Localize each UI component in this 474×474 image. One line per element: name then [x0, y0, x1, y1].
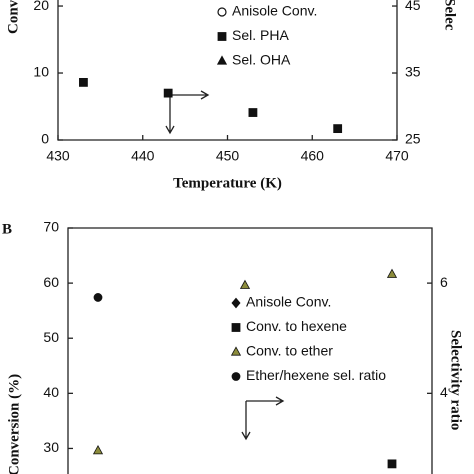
y2-tick-label: 35	[405, 64, 421, 80]
legend-label: Sel. OHA	[232, 52, 291, 68]
legend-marker	[216, 55, 228, 65]
legend-label: Conv. to ether	[246, 343, 333, 359]
data-point	[93, 293, 103, 302]
arrow-b	[241, 396, 285, 441]
y-axis-title: Conve	[5, 0, 21, 34]
y-tick-label: 70	[43, 219, 59, 235]
legend-label: Anisole Conv.	[232, 3, 317, 19]
data-point	[333, 124, 343, 134]
panel-label: B	[2, 221, 12, 237]
x-tick-label: 440	[131, 148, 155, 164]
legend-marker	[231, 372, 241, 381]
y-tick-label: 50	[43, 329, 59, 345]
data-point	[92, 445, 104, 455]
data-point	[387, 459, 397, 469]
y2-tick-label: 25	[405, 131, 421, 147]
x-tick-label: 430	[46, 148, 70, 164]
axes-frame	[57, 0, 398, 141]
legend-marker	[231, 297, 241, 309]
legend-marker	[230, 346, 242, 356]
y-tick-label: 0	[41, 131, 49, 147]
y-tick-label: 10	[33, 64, 49, 80]
y2-tick-label: 4	[440, 384, 448, 400]
x-tick-label: 470	[385, 148, 409, 164]
y-tick-label: 40	[43, 384, 59, 400]
x-tick-label: 460	[301, 148, 325, 164]
y-tick-label: 20	[33, 0, 49, 13]
y2-tick-label: 6	[440, 274, 448, 290]
y-tick-label: 60	[43, 274, 59, 290]
y-axis-title: Conversion (%)	[6, 374, 22, 474]
legend-marker	[231, 323, 241, 332]
legend-marker	[217, 32, 227, 41]
data-point	[163, 88, 173, 98]
legend-label: Anisole Conv.	[246, 294, 331, 310]
legend-marker	[217, 7, 227, 17]
data-point	[239, 279, 251, 289]
legend-label: Ether/hexene sel. ratio	[246, 367, 386, 383]
y2-axis-title: Selectivity ratio	[448, 330, 464, 430]
y2-axis-title: Selec	[442, 0, 458, 31]
data-point	[79, 77, 88, 87]
x-tick-label: 450	[216, 148, 240, 164]
arrow-a	[165, 90, 210, 135]
data-point	[248, 108, 258, 117]
y-tick-label: 30	[43, 439, 59, 455]
axes-frame	[67, 227, 433, 474]
legend-label: Conv. to hexene	[246, 318, 347, 334]
data-point	[386, 268, 398, 278]
x-axis-title: Temperature (K)	[173, 175, 282, 191]
legend-label: Sel. PHA	[232, 27, 289, 43]
y2-tick-label: 45	[405, 0, 421, 13]
